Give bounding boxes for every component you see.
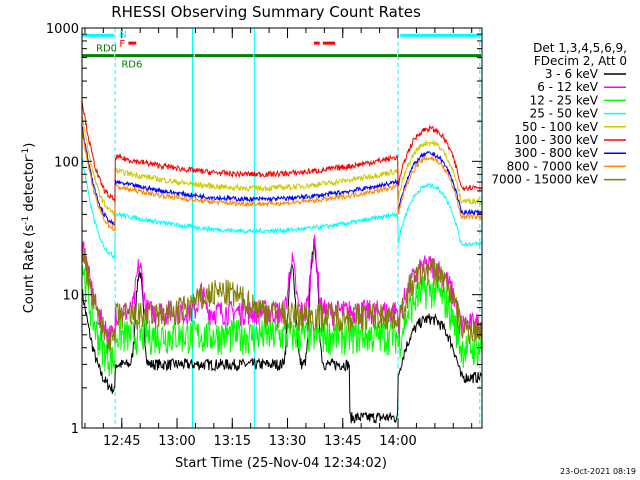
x-tick-label: 13:45	[324, 434, 361, 449]
x-tick-label: 13:15	[214, 434, 251, 449]
legend-header-line: Det 1,3,4,5,6,9,	[533, 41, 627, 55]
x-axis: 12:45 13:00 13:15 13:30 13:45 14:00	[84, 28, 473, 449]
flag-label-n: N	[119, 29, 126, 40]
y-tick-label: 1000	[46, 22, 79, 37]
legend-label: 25 - 50 keV	[530, 107, 599, 121]
flag-label-f: F	[119, 39, 125, 50]
y-label-part: detector	[22, 156, 37, 216]
series-line	[82, 114, 482, 217]
y-label-part: Count Rate (s	[22, 225, 37, 314]
series-line	[82, 127, 482, 232]
legend-label: 300 - 800 keV	[514, 146, 598, 160]
timestamp: 23-Oct-2021 08:19	[560, 467, 636, 476]
legend-label: 6 - 12 keV	[537, 80, 599, 94]
series-line	[82, 234, 482, 348]
x-axis-label: Start Time (25-Nov-04 12:34:02)	[175, 456, 387, 471]
legend-label: 50 - 100 keV	[522, 120, 599, 134]
x-tick-label: 13:30	[269, 434, 306, 449]
legend: Det 1,3,4,5,6,9, FDecim 2, Att 0 3 - 6 k…	[491, 41, 627, 187]
series-line	[82, 247, 482, 352]
series-line	[82, 156, 482, 260]
legend-label: 12 - 25 keV	[530, 93, 599, 107]
series-line	[82, 126, 482, 227]
legend-label: 3 - 6 keV	[545, 67, 599, 81]
y-axis-label: Count Rate (s-1 detector-1)	[21, 143, 37, 314]
legend-header-line: FDecim 2, Att 0	[534, 54, 627, 68]
legend-label: 100 - 300 keV	[514, 133, 598, 147]
legend-label: 7000 - 15000 keV	[491, 173, 598, 187]
y-axis: 1 10 100 1000	[46, 22, 482, 437]
flag-label-rd0: RD0	[96, 44, 117, 55]
flag-label-rd6: RD6	[121, 60, 142, 71]
chart-title: RHESSI Observing Summary Count Rates	[111, 3, 421, 21]
series-line	[82, 237, 482, 424]
y-tick-label: 100	[54, 155, 79, 170]
series-line	[82, 100, 482, 203]
x-tick-label: 13:00	[158, 434, 195, 449]
y-tick-label: 10	[62, 289, 79, 304]
y-label-part: )	[22, 143, 37, 148]
x-tick-label: 14:00	[379, 434, 416, 449]
plot-frame	[81, 27, 483, 429]
x-tick-label: 12:45	[103, 434, 140, 449]
y-label-sup: -1	[21, 148, 31, 157]
series-line	[82, 264, 482, 377]
y-tick-label: 1	[71, 422, 79, 437]
y-label-sup: -1	[21, 216, 31, 225]
legend-label: 800 - 7000 keV	[507, 159, 599, 173]
